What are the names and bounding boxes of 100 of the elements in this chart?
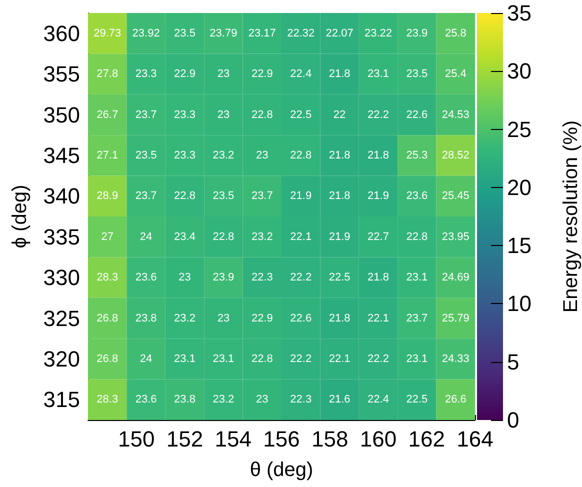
data-label: 26.8 (96, 312, 118, 324)
data-label: 22.5 (290, 108, 312, 121)
data-label: 25.45 (442, 190, 470, 202)
data-label: 21.8 (368, 149, 389, 162)
x-tick-label: 160 (360, 426, 397, 452)
data-label: 23.8 (135, 312, 157, 324)
data-label: 22.4 (368, 394, 389, 406)
data-label: 22.3 (251, 272, 273, 284)
data-label: 21.8 (328, 190, 350, 202)
x-axis-title: θ (deg) (250, 459, 314, 481)
data-label: 23.1 (368, 68, 389, 80)
data-label: 25.79 (442, 312, 470, 324)
data-label: 22.2 (290, 272, 312, 284)
data-label: 22.8 (251, 108, 273, 121)
data-label: 22.5 (328, 272, 350, 284)
data-label: 23.2 (212, 149, 234, 162)
data-label: 23.5 (212, 190, 234, 202)
data-label: 24.69 (442, 272, 470, 284)
data-label: 23.17 (248, 27, 276, 40)
data-label: 23.92 (132, 27, 160, 40)
data-label: 23.5 (174, 27, 196, 40)
data-label: 21.8 (328, 312, 350, 324)
data-label: 23.3 (135, 68, 157, 80)
data-label: 21.6 (328, 394, 350, 406)
data-label: 22.2 (368, 352, 389, 365)
data-label: 22.8 (212, 230, 234, 243)
data-label: 23.3 (174, 108, 196, 121)
data-label: 22.32 (287, 27, 315, 40)
data-label: 23.1 (406, 352, 428, 365)
data-label: 23.7 (406, 312, 428, 324)
data-label: 28.52 (442, 149, 470, 162)
data-label: 22.8 (406, 230, 428, 243)
data-label: 25.4 (444, 68, 466, 80)
data-label: 22.2 (368, 108, 389, 121)
data-label: 22.1 (290, 230, 312, 243)
data-label: 23.5 (406, 68, 428, 80)
x-tick-label: 158 (312, 426, 348, 452)
data-label: 23.22 (364, 27, 392, 40)
data-label: 23 (217, 312, 230, 324)
data-label: 22.5 (406, 394, 428, 406)
y-tick-label: 330 (43, 265, 80, 290)
data-label: 22.9 (251, 312, 273, 324)
color-bar-label: 25 (507, 116, 532, 142)
x-tick-label: 154 (214, 426, 252, 452)
y-tick-label: 360 (43, 20, 80, 46)
data-label: 21.9 (328, 230, 350, 243)
data-label: 22.8 (174, 190, 196, 202)
data-label: 24 (140, 352, 152, 365)
y-tick-label: 340 (43, 184, 80, 209)
data-label: 23.7 (251, 190, 273, 202)
data-label: 23.79 (210, 27, 238, 40)
data-label: 22.9 (174, 68, 196, 80)
data-label: 21.8 (328, 149, 350, 162)
x-tick-label: 164 (456, 426, 494, 452)
data-label: 28.3 (96, 394, 118, 406)
data-label: 28.9 (96, 190, 118, 202)
data-label: 23.7 (135, 108, 157, 121)
data-label: 21.8 (328, 68, 350, 80)
x-tick-label: 152 (166, 426, 204, 452)
data-label: 23.6 (135, 394, 157, 406)
data-label: 22.1 (328, 352, 350, 365)
data-label: 22.6 (406, 108, 428, 121)
data-label: 24.53 (442, 108, 470, 121)
color-bar-label: 20 (507, 174, 532, 200)
data-label: 21.8 (368, 272, 389, 284)
data-label: 23.1 (212, 352, 234, 365)
x-tick-label: 150 (118, 426, 155, 452)
data-label: 24 (140, 230, 152, 243)
data-label: 23.1 (406, 272, 428, 284)
data-label: 22.8 (251, 352, 273, 365)
data-label: 23 (178, 272, 191, 284)
data-label: 25.3 (406, 149, 428, 162)
data-label: 23.4 (174, 230, 196, 243)
y-tick-label: 315 (43, 387, 80, 412)
y-tick-label: 325 (43, 306, 80, 331)
data-label: 26.7 (96, 108, 118, 121)
data-label: 25.8 (444, 27, 466, 40)
color-bar-label: 15 (507, 233, 532, 258)
y-tick-label: 320 (43, 346, 80, 372)
data-label: 22.3 (290, 394, 312, 406)
data-label: 22 (333, 108, 346, 121)
color-bar-label: 10 (507, 291, 532, 316)
data-label: 29.73 (94, 27, 122, 40)
x-tick-label: 162 (408, 426, 445, 452)
data-label: 23.95 (442, 230, 470, 243)
y-tick-label: 355 (43, 62, 80, 87)
data-label: 22.8 (290, 149, 312, 162)
data-label: 22.1 (368, 312, 389, 324)
data-label: 21.9 (290, 190, 312, 202)
data-label: 26.8 (96, 352, 118, 365)
data-label: 23.5 (135, 149, 157, 162)
data-label: 27.1 (96, 149, 118, 162)
y-tick-label: 350 (43, 102, 80, 128)
data-label: 27 (101, 230, 114, 243)
data-label: 27.8 (96, 68, 118, 80)
data-label: 23.2 (212, 394, 234, 406)
data-label: 22.2 (290, 352, 312, 365)
data-label: 23.6 (406, 190, 428, 202)
color-bar-label: 35 (507, 0, 532, 26)
data-label: 23.9 (212, 272, 234, 284)
